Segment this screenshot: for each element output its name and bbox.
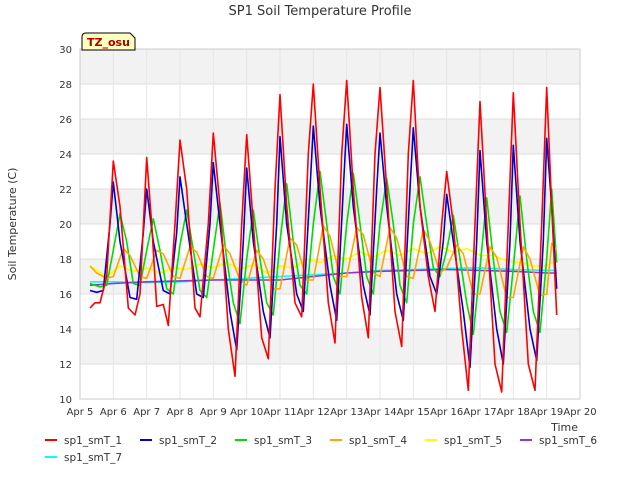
x-tick-label: Apr 11 xyxy=(263,407,296,418)
badge-box xyxy=(81,32,136,51)
series-lines xyxy=(89,79,558,393)
x-tick-label: Apr 15 xyxy=(397,407,430,418)
y-tick-label: 16 xyxy=(59,290,72,301)
grid-band xyxy=(80,119,580,154)
x-tick-label: Apr 19 xyxy=(530,407,563,418)
legend: sp1_smT_1 sp1_smT_2 sp1_smT_3 sp1_smT_4 sp1_… xyxy=(45,435,597,464)
series-line-sp1_smT_2 xyxy=(89,123,558,369)
x-tick-label: Apr 13 xyxy=(330,407,363,418)
y-tick-label: 10 xyxy=(59,395,72,406)
grid-band xyxy=(80,154,580,189)
y-tick-label: 18 xyxy=(59,255,72,266)
x-axis-label: Time xyxy=(550,421,578,434)
chart-title: SP1 Soil Temperature Profile xyxy=(229,4,412,19)
y-tick-label: 22 xyxy=(59,185,72,196)
x-tick-label: Apr 6 xyxy=(100,407,127,418)
grid-band xyxy=(80,84,580,119)
x-tick-label: Apr 9 xyxy=(200,407,227,418)
x-tick-label: Apr 14 xyxy=(363,407,396,418)
y-tick-label: 26 xyxy=(59,115,72,126)
y-tick-label: 30 xyxy=(59,45,72,56)
x-tick-label: Apr 8 xyxy=(167,407,194,418)
x-tick-label: Apr 12 xyxy=(297,407,330,418)
x-tick-label: Apr 17 xyxy=(463,407,496,418)
grid-band xyxy=(80,329,580,364)
series-line-sp1_smT_4 xyxy=(89,225,558,299)
legend-label-sp1_smT_7: sp1_smT_7 xyxy=(64,452,122,464)
grid-band xyxy=(80,364,580,399)
grid-band xyxy=(80,49,580,84)
x-tick-label: Apr 16 xyxy=(430,407,463,418)
x-tick-label: Apr 10 xyxy=(230,407,263,418)
x-tick-label: Apr 18 xyxy=(497,407,530,418)
x-tick-label: Apr 20 xyxy=(563,407,596,418)
y-tick-label: 14 xyxy=(59,325,72,336)
y-axis-label: Soil Temperature (C) xyxy=(6,168,19,281)
y-tick-label: 12 xyxy=(59,360,72,371)
legend-label-sp1_smT_6: sp1_smT_6 xyxy=(539,435,597,447)
legend-label-sp1_smT_5: sp1_smT_5 xyxy=(444,435,502,447)
series-line-sp1_smT_6 xyxy=(89,268,557,287)
y-tick-label: 24 xyxy=(59,150,72,161)
y-tick-label: 20 xyxy=(59,220,72,231)
legend-label-sp1_smT_1: sp1_smT_1 xyxy=(64,435,122,447)
series-line-sp1_smT_1 xyxy=(89,79,558,393)
grid-band xyxy=(80,189,580,224)
y-axis-ticks: 10 12 14 16 18 20 22 24 26 28 30 xyxy=(59,45,72,406)
x-axis-ticks: Apr 5 Apr 6 Apr 7 Apr 8 Apr 9 Apr 10 Apr 11 Apr… xyxy=(67,407,597,418)
x-tick-label: Apr 5 xyxy=(67,407,94,418)
plot-frame xyxy=(79,48,581,400)
badge-label: TZ_osu xyxy=(87,36,130,49)
legend-label-sp1_smT_4: sp1_smT_4 xyxy=(349,435,407,447)
legend-label-sp1_smT_2: sp1_smT_2 xyxy=(159,435,217,447)
station-badge: TZ_osu xyxy=(81,32,136,51)
legend-label-sp1_smT_3: sp1_smT_3 xyxy=(254,435,312,447)
x-tick-label: Apr 7 xyxy=(133,407,160,418)
y-tick-label: 28 xyxy=(59,80,72,91)
series-line-sp1_smT_7 xyxy=(90,267,557,284)
